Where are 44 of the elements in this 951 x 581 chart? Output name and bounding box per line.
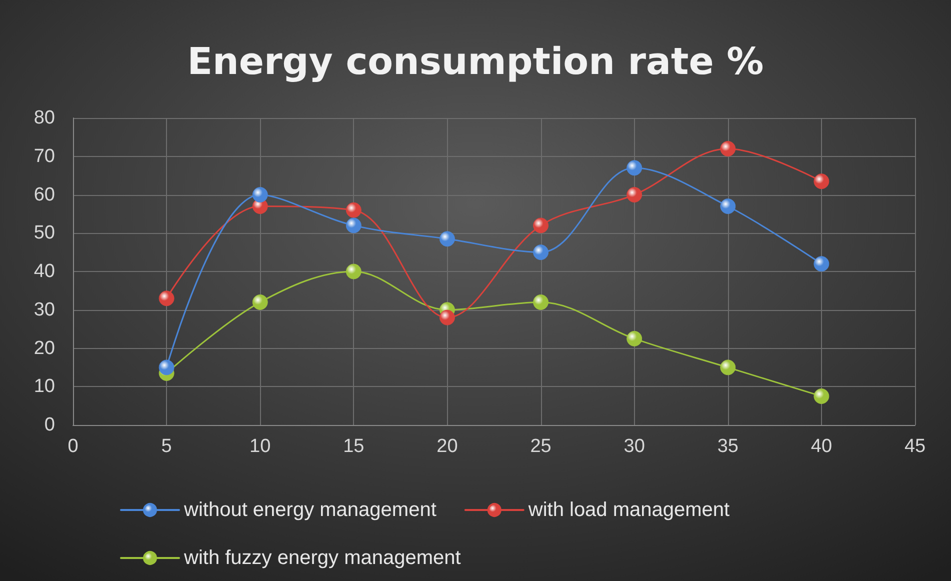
x-tick-label: 5 [161, 436, 172, 457]
y-tick-label: 30 [34, 299, 55, 320]
x-tick-label: 20 [436, 436, 458, 457]
point [720, 360, 736, 376]
y-tick-label: 80 [34, 108, 55, 128]
point [626, 160, 642, 176]
y-tick-label: 60 [34, 184, 55, 206]
point [626, 330, 642, 346]
legend-label: without energy management [183, 499, 437, 521]
point [814, 174, 830, 190]
point [158, 290, 174, 306]
chart-title: Energy consumption rate % [187, 40, 764, 83]
point [533, 294, 549, 310]
y-tick-label: 0 [44, 414, 55, 436]
y-tick-label: 20 [34, 338, 55, 359]
x-tick-label: 45 [904, 436, 926, 457]
point [252, 187, 268, 202]
legend-label: with fuzzy energy management [183, 547, 462, 569]
x-tick-label: 0 [68, 436, 78, 457]
point [814, 256, 830, 272]
point [346, 202, 362, 218]
point [439, 310, 455, 326]
point [626, 187, 642, 202]
y-tick-label: 70 [34, 146, 55, 167]
point [346, 264, 362, 280]
x-tick-label: 40 [810, 436, 832, 457]
point [252, 294, 268, 310]
legend-label: with load management [527, 499, 730, 521]
x-tick-label: 15 [343, 436, 364, 457]
point [158, 360, 174, 376]
point [439, 231, 455, 247]
point [533, 218, 549, 234]
point [346, 218, 362, 234]
point [533, 244, 549, 260]
x-tick-label: 25 [530, 436, 552, 457]
y-tick-label: 50 [34, 222, 55, 244]
y-tick-label: 40 [34, 261, 55, 282]
x-tick-label: 10 [250, 436, 271, 457]
point [814, 388, 830, 404]
x-tick-label: 35 [717, 436, 738, 457]
point [720, 198, 736, 214]
point [720, 140, 736, 156]
x-tick-label: 30 [624, 436, 645, 457]
y-tick-label: 10 [34, 376, 55, 398]
